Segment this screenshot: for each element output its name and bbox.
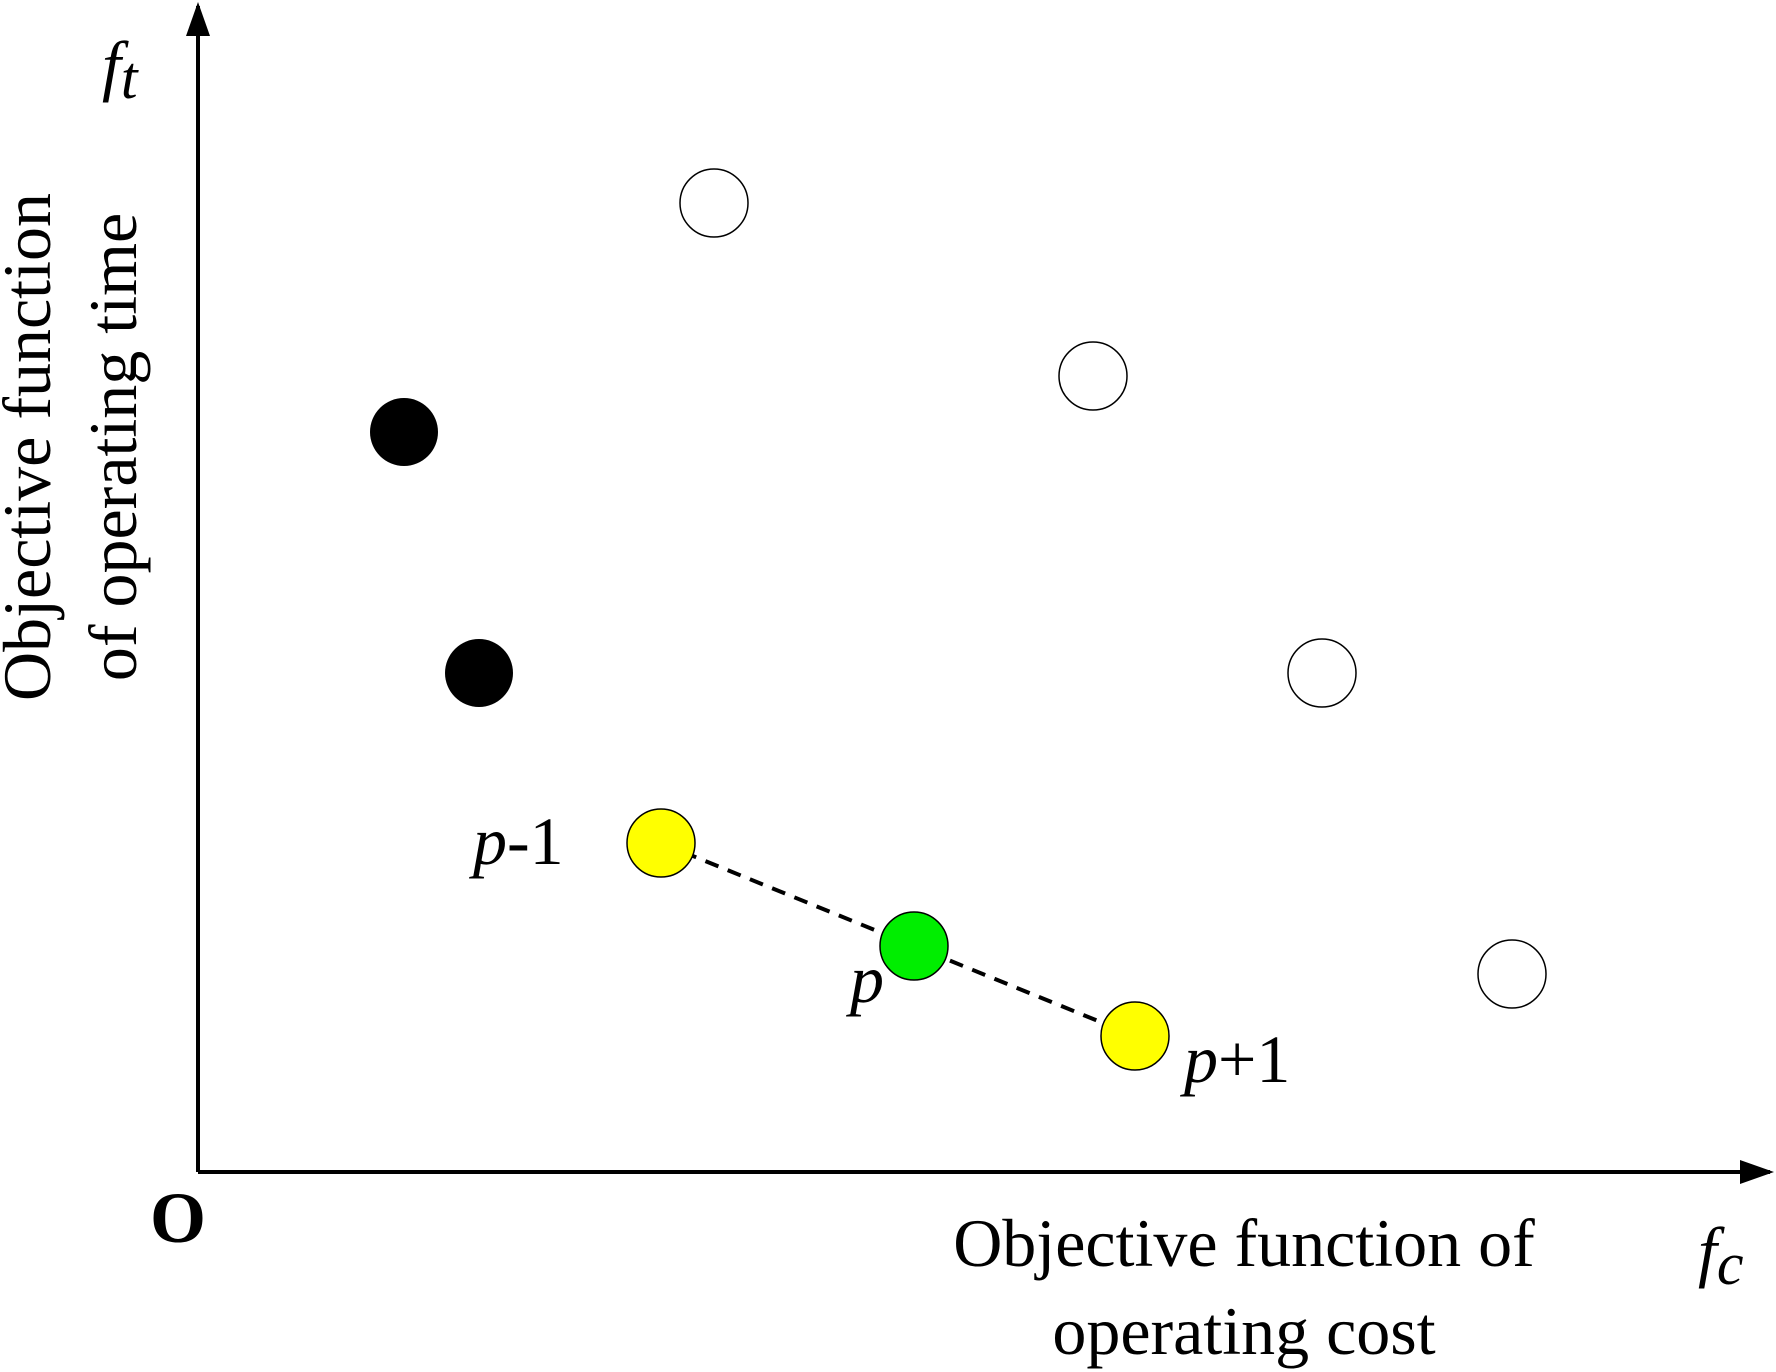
solution-neighbor bbox=[626, 808, 696, 878]
x-symbol: fc bbox=[1698, 1213, 1744, 1297]
y-label-line: Objective function bbox=[0, 193, 65, 701]
solution-open bbox=[1477, 939, 1547, 1009]
solution-filled bbox=[445, 639, 513, 707]
solution-neighbor bbox=[1100, 1001, 1170, 1071]
solution-open bbox=[1287, 638, 1357, 708]
y-arrow bbox=[186, 2, 210, 36]
point-symbol: p bbox=[1180, 1021, 1218, 1097]
y-symbol-sub: t bbox=[121, 45, 139, 111]
y-label-line: of operating time bbox=[75, 213, 151, 681]
y-symbol: ft bbox=[102, 27, 139, 111]
x-symbol-sub: c bbox=[1717, 1231, 1744, 1297]
solution-current bbox=[879, 911, 949, 981]
x-label-line: Objective function of bbox=[953, 1205, 1535, 1281]
x-arrow bbox=[1740, 1160, 1774, 1184]
x-label-line: operating cost bbox=[1052, 1293, 1435, 1369]
point-suffix: +1 bbox=[1218, 1021, 1290, 1097]
point-suffix: -1 bbox=[507, 803, 564, 879]
point-label: p+1 bbox=[1180, 1021, 1290, 1097]
neighbor-line bbox=[660, 841, 1136, 1038]
solution-filled bbox=[370, 398, 438, 466]
solution-open bbox=[679, 168, 749, 238]
point-label: p-1 bbox=[469, 803, 564, 879]
point-label: p bbox=[846, 941, 884, 1017]
point-symbol: p bbox=[469, 803, 507, 879]
solution-open bbox=[1058, 341, 1128, 411]
origin-label: O bbox=[150, 1178, 206, 1258]
